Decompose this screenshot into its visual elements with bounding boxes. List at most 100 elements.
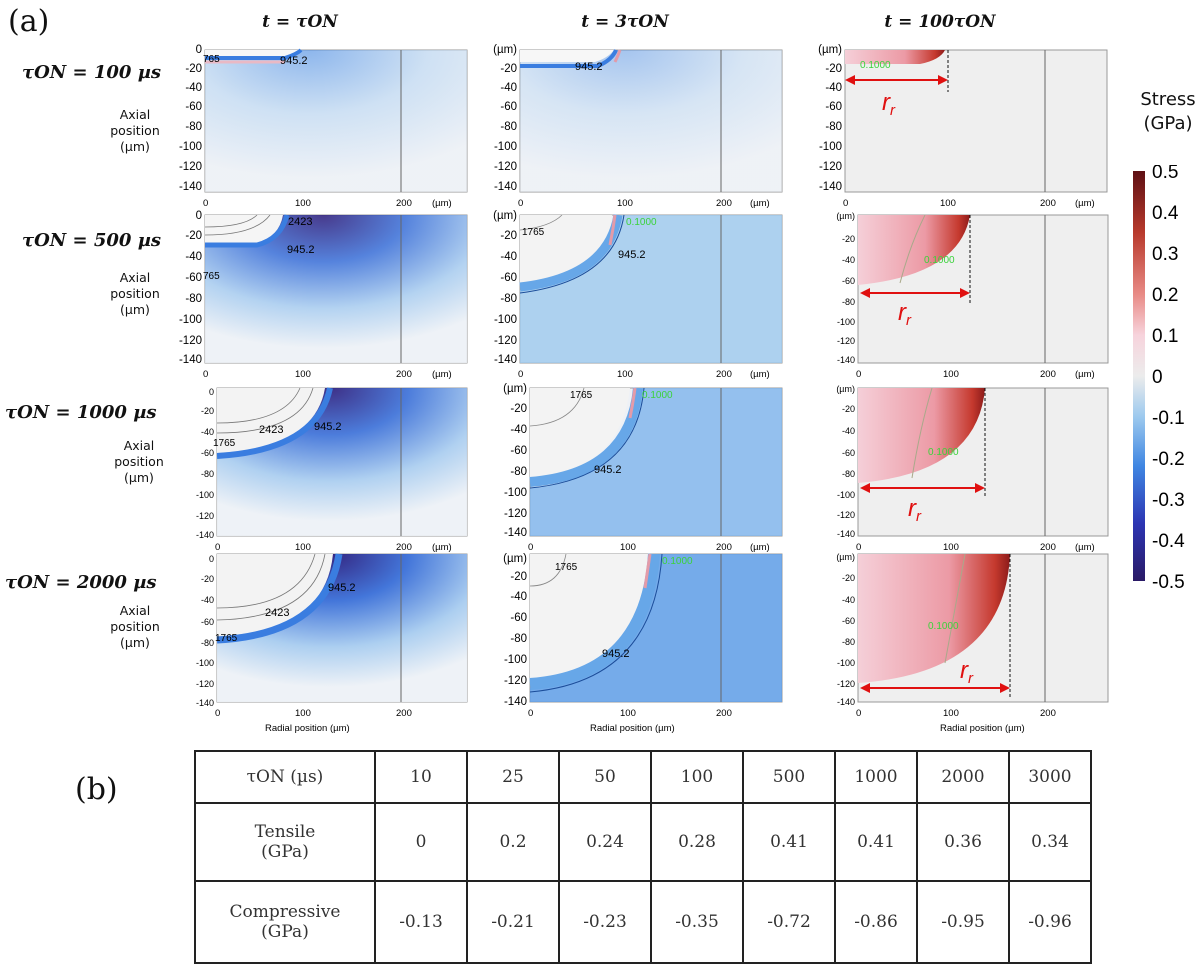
svg-text:-120: -120 [494,335,517,347]
contour-label: 1765 [555,562,578,573]
stress-map-r4c1: 1765 2423 945.2 0 -20 -40 -60 -80 -100 -… [196,553,468,734]
svg-text:-140: -140 [196,698,214,708]
stress-map-r3c2: 1765 945.2 0.1000 (µm) -20 -40 -60 -80 -… [503,383,783,553]
svg-text:-60: -60 [201,617,214,627]
svg-text:-40: -40 [842,595,855,605]
svg-text:0: 0 [209,554,214,564]
table-cell: 0 [374,802,468,882]
svg-text:100: 100 [295,542,311,553]
contour-label: 1765 [522,227,545,238]
rr-annotation: rr [960,657,974,687]
y-axis-label-row3: Axial position (µm) [114,438,164,485]
table-cell: -0.86 [834,880,918,964]
table-row: τON (µs) 10 25 50 100 500 1000 2000 3000 [194,750,1092,804]
svg-text:(µm): (µm) [750,369,770,380]
panel-label-a: (a) [8,4,50,39]
contour-label: 0.1000 [924,255,955,266]
svg-text:0: 0 [528,542,533,553]
svg-text:0: 0 [843,198,848,209]
y-ticks: (µm) -20 -40 -60 -80 -100 -120 -140 [836,384,855,539]
svg-text:-60: -60 [842,276,855,286]
svg-text:-0.5: -0.5 [1152,572,1185,593]
contour-label: 945.2 [280,55,308,67]
table-cell: -0.35 [650,880,744,964]
contour-label: 0.1000 [642,390,673,401]
stress-map-r1c1: 765 945.2 0 -20 -40 -60 -80 -100 -120 -1… [179,44,468,209]
svg-text:-140: -140 [494,181,517,193]
stress-map-r3c3: rr 0.1000 (µm) -20 -40 -60 -80 -100 -120… [836,384,1109,553]
svg-text:-80: -80 [500,293,517,305]
svg-text:100: 100 [943,369,959,380]
table-row: Compressive (GPa) -0.13 -0.21 -0.23 -0.3… [194,880,1092,964]
table-cell: -0.95 [916,880,1010,964]
svg-text:0.1: 0.1 [1152,326,1178,347]
table-cell: -0.96 [1008,880,1092,964]
x-ticks: 0 100 200 (µm) [518,198,770,209]
x-ticks: 0 100 200 (µm) [528,542,770,553]
svg-text:200: 200 [1040,708,1056,719]
contour-label: 0.1000 [928,621,959,632]
svg-text:-40: -40 [842,426,855,436]
svg-text:-20: -20 [510,571,527,583]
svg-text:-60: -60 [510,445,527,457]
stress-map-r2c1: 765 945.2 2423 0 -20 -40 -60 -80 -100 -1… [179,210,468,380]
svg-text:(µm): (µm) [836,384,855,394]
svg-text:-80: -80 [842,637,855,647]
contour-label: 945.2 [575,61,603,73]
svg-text:(µm): (µm) [836,211,855,221]
svg-text:-140: -140 [837,697,855,707]
svg-text:(µm): (µm) [818,44,842,56]
y-ticks: (µm) -20 -40 -60 -80 -100 -120 -140 [503,383,527,539]
svg-text:0: 0 [856,369,861,380]
svg-text:-120: -120 [179,335,202,347]
contour-label: 0.1000 [662,556,693,567]
svg-text:-100: -100 [837,490,855,500]
table-cell: -0.13 [374,880,468,964]
table-cell: 0.41 [834,802,918,882]
y-ticks: 0 -20 -40 -60 -80 -100 -120 -140 [196,554,214,708]
svg-text:(µm): (µm) [503,383,527,395]
svg-text:(µm): (µm) [432,198,452,209]
contour-label: 945.2 [594,464,622,476]
stress-map-r4c2: 1765 945.2 0.1000 (µm) -20 -40 -60 -80 -… [503,553,783,734]
contour-label: 2423 [288,216,312,228]
svg-text:-80: -80 [185,121,202,133]
svg-text:-20: -20 [842,404,855,414]
svg-text:100: 100 [943,542,959,553]
colorbar: 0.5 0.4 0.3 0.2 0.1 0 -0.1 -0.2 -0.3 -0.… [1133,165,1185,593]
svg-text:200: 200 [716,708,732,719]
x-axis-title: Radial position (µm) [265,723,350,734]
svg-text:100: 100 [295,369,311,380]
stress-map-r3c1: 1765 2423 945.2 0 -20 -40 -60 -80 -100 -… [196,387,468,553]
svg-text:0: 0 [1152,367,1163,388]
svg-text:0: 0 [196,210,202,222]
contour-label: 945.2 [287,244,315,256]
rr-annotation: rr [882,89,896,119]
x-ticks: 0 100 200 [528,708,732,719]
svg-text:-120: -120 [494,161,517,173]
svg-text:0: 0 [518,369,523,380]
svg-text:(µm): (µm) [750,198,770,209]
svg-text:-40: -40 [500,82,517,94]
svg-text:-60: -60 [500,101,517,113]
table-cell: 2000 [916,750,1010,804]
table-cell: 0.24 [558,802,652,882]
svg-text:-20: -20 [185,63,202,75]
stress-map-r2c3: rr 0.1000 (µm) -20 -40 -60 -80 -100 -120… [836,211,1109,380]
y-axis-label-row2: Axial position (µm) [110,270,160,317]
y-ticks: 0 -20 -40 -60 -80 -100 -120 -140 [196,387,214,540]
svg-text:100: 100 [940,198,956,209]
svg-text:-100: -100 [837,317,855,327]
y-ticks: (µm) -20 -40 -60 -80 -100 -120 -140 [836,211,855,365]
svg-text:-40: -40 [185,251,202,263]
svg-text:0: 0 [203,198,208,209]
svg-text:200: 200 [716,369,732,380]
svg-text:-0.3: -0.3 [1152,490,1185,511]
svg-text:-60: -60 [842,616,855,626]
svg-text:-20: -20 [825,63,842,75]
table-row-label: Compressive (GPa) [194,880,376,964]
svg-text:-120: -120 [196,679,214,689]
svg-text:0.3: 0.3 [1152,244,1178,265]
svg-text:-80: -80 [201,638,214,648]
svg-text:100: 100 [295,708,311,719]
